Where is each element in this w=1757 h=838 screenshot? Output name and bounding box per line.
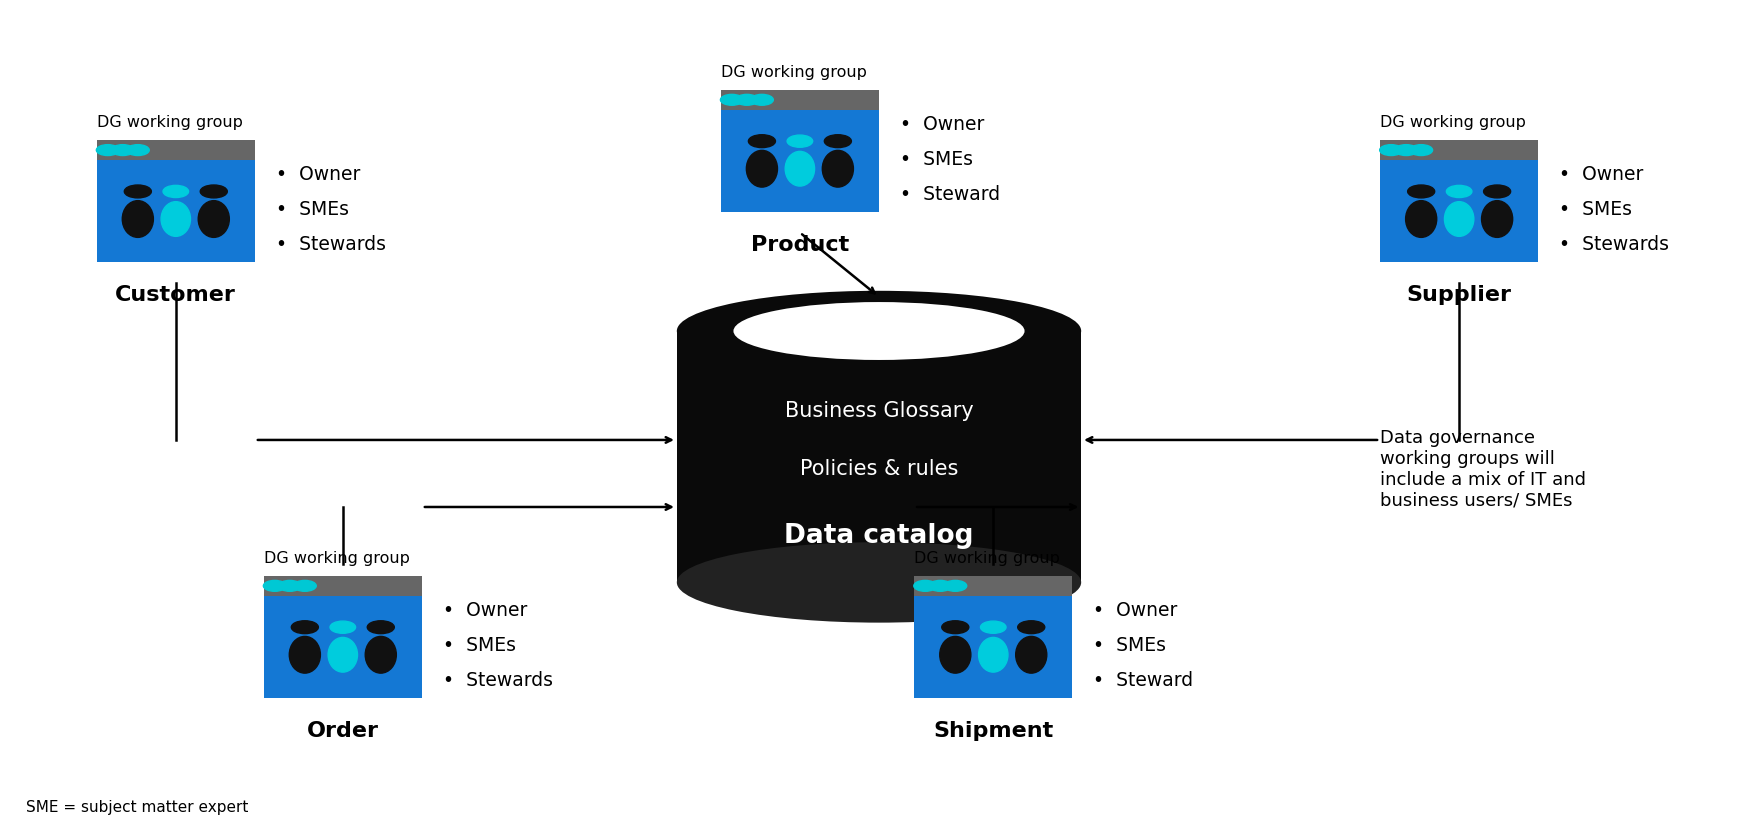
Bar <box>97 160 255 261</box>
Ellipse shape <box>123 200 153 237</box>
Ellipse shape <box>1016 636 1045 673</box>
Bar <box>720 110 878 211</box>
Text: •  Stewards: • Stewards <box>443 671 553 690</box>
Text: Policies & rules: Policies & rules <box>799 459 958 479</box>
Text: Supplier: Supplier <box>1406 285 1511 305</box>
Circle shape <box>1379 145 1402 156</box>
Text: DG working group: DG working group <box>264 551 409 566</box>
Text: •  Owner: • Owner <box>900 115 984 133</box>
Ellipse shape <box>1481 200 1511 237</box>
Text: Data governance
working groups will
include a mix of IT and
business users/ SMEs: Data governance working groups will incl… <box>1379 429 1585 510</box>
Text: •  SMEs: • SMEs <box>443 636 517 654</box>
Circle shape <box>111 145 134 156</box>
Ellipse shape <box>290 636 320 673</box>
Circle shape <box>1393 145 1416 156</box>
Text: DG working group: DG working group <box>1379 116 1525 130</box>
Text: •  Stewards: • Stewards <box>276 235 387 254</box>
Circle shape <box>1446 185 1471 198</box>
Ellipse shape <box>329 638 357 672</box>
Text: Business Glossary: Business Glossary <box>784 401 973 421</box>
Circle shape <box>942 621 968 634</box>
Bar <box>914 596 1072 697</box>
Text: Product: Product <box>750 235 849 255</box>
Bar <box>1379 140 1537 160</box>
Text: Data catalog: Data catalog <box>784 523 973 550</box>
Text: DG working group: DG working group <box>97 116 242 130</box>
Text: •  SMEs: • SMEs <box>276 200 350 219</box>
Circle shape <box>824 135 850 147</box>
Bar <box>676 331 1081 582</box>
Text: SME = subject matter expert: SME = subject matter expert <box>26 799 248 815</box>
Text: •  Steward: • Steward <box>1093 671 1193 690</box>
Ellipse shape <box>1406 200 1435 237</box>
Ellipse shape <box>940 636 970 673</box>
Circle shape <box>980 621 1005 634</box>
Text: •  Owner: • Owner <box>1558 165 1643 184</box>
Circle shape <box>1407 185 1434 198</box>
Circle shape <box>330 621 355 634</box>
Circle shape <box>787 135 812 147</box>
Ellipse shape <box>785 152 813 186</box>
Ellipse shape <box>822 150 852 187</box>
Ellipse shape <box>162 202 190 236</box>
Text: Order: Order <box>307 721 378 741</box>
Circle shape <box>200 185 227 198</box>
Circle shape <box>734 95 757 106</box>
Text: DG working group: DG working group <box>720 65 866 80</box>
Circle shape <box>1483 185 1509 198</box>
Circle shape <box>293 581 316 592</box>
Circle shape <box>127 145 149 156</box>
Text: •  SMEs: • SMEs <box>900 150 973 168</box>
Circle shape <box>292 621 318 634</box>
Text: Shipment: Shipment <box>933 721 1052 741</box>
Ellipse shape <box>733 302 1024 360</box>
Bar <box>97 140 255 160</box>
Ellipse shape <box>979 638 1007 672</box>
Text: •  Owner: • Owner <box>276 165 360 184</box>
Ellipse shape <box>1444 202 1472 236</box>
Circle shape <box>1409 145 1432 156</box>
Circle shape <box>748 135 775 147</box>
Circle shape <box>163 185 188 198</box>
Circle shape <box>367 621 394 634</box>
Ellipse shape <box>676 542 1081 623</box>
Ellipse shape <box>365 636 395 673</box>
Text: •  Steward: • Steward <box>900 185 1000 204</box>
Bar <box>720 91 878 110</box>
Circle shape <box>928 581 951 592</box>
Text: •  SMEs: • SMEs <box>1558 200 1632 219</box>
Ellipse shape <box>747 150 777 187</box>
Ellipse shape <box>676 291 1081 371</box>
Text: •  Owner: • Owner <box>443 601 527 619</box>
Circle shape <box>278 581 300 592</box>
Circle shape <box>750 95 773 106</box>
Ellipse shape <box>199 200 228 237</box>
Text: Customer: Customer <box>116 285 235 305</box>
Circle shape <box>914 581 936 592</box>
Circle shape <box>264 581 286 592</box>
Bar <box>1379 160 1537 261</box>
Circle shape <box>720 95 743 106</box>
Text: •  SMEs: • SMEs <box>1093 636 1167 654</box>
Circle shape <box>944 581 966 592</box>
Bar <box>264 596 422 697</box>
Text: DG working group: DG working group <box>914 551 1059 566</box>
Bar <box>914 577 1072 596</box>
Text: •  Owner: • Owner <box>1093 601 1177 619</box>
Text: •  Stewards: • Stewards <box>1558 235 1669 254</box>
Circle shape <box>125 185 151 198</box>
Circle shape <box>97 145 119 156</box>
Bar <box>264 577 422 596</box>
Circle shape <box>1017 621 1044 634</box>
